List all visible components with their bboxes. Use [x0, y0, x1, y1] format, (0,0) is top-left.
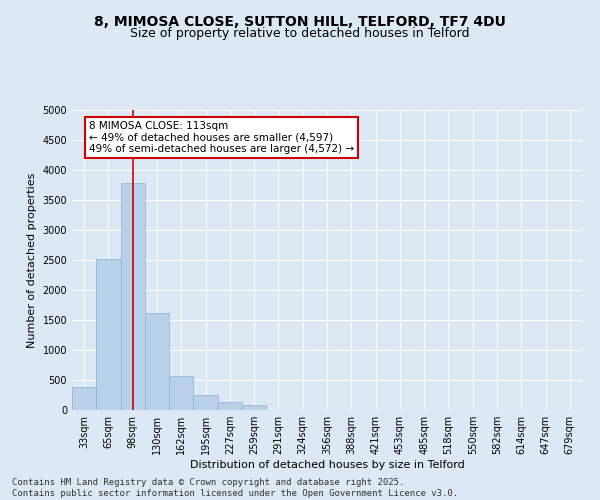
Bar [242, 405, 266, 410]
Text: Contains HM Land Registry data © Crown copyright and database right 2025.
Contai: Contains HM Land Registry data © Crown c… [12, 478, 458, 498]
Bar [169, 376, 193, 410]
Text: Size of property relative to detached houses in Telford: Size of property relative to detached ho… [130, 28, 470, 40]
Bar [218, 402, 242, 410]
Y-axis label: Number of detached properties: Number of detached properties [27, 172, 37, 348]
Bar [145, 313, 169, 410]
Bar [96, 259, 121, 410]
Text: 8 MIMOSA CLOSE: 113sqm
← 49% of detached houses are smaller (4,597)
49% of semi-: 8 MIMOSA CLOSE: 113sqm ← 49% of detached… [89, 121, 354, 154]
Bar [72, 386, 96, 410]
Text: 8, MIMOSA CLOSE, SUTTON HILL, TELFORD, TF7 4DU: 8, MIMOSA CLOSE, SUTTON HILL, TELFORD, T… [94, 15, 506, 29]
X-axis label: Distribution of detached houses by size in Telford: Distribution of detached houses by size … [190, 460, 464, 470]
Bar [121, 183, 145, 410]
Bar [193, 395, 218, 410]
